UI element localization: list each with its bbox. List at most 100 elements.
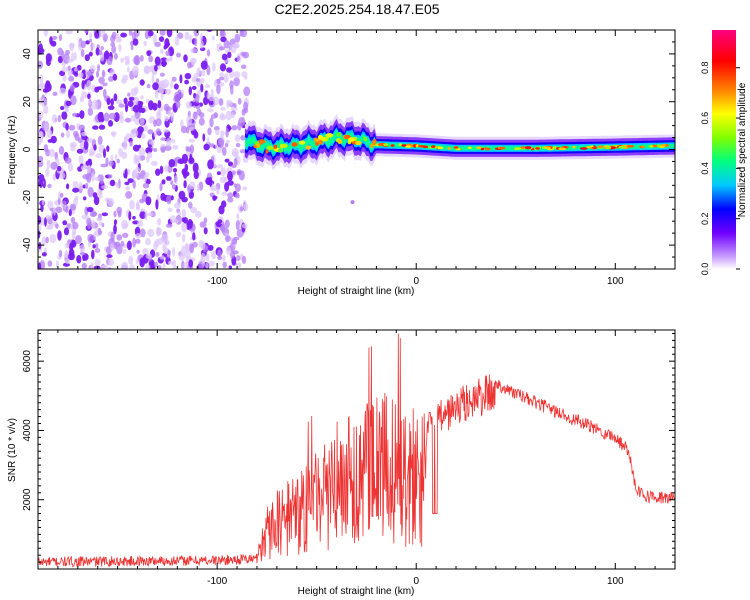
noise-blob bbox=[223, 73, 229, 83]
noise-blob bbox=[124, 117, 132, 123]
noise-blob bbox=[214, 125, 220, 131]
signal-hotspot bbox=[405, 145, 412, 148]
noise-blob bbox=[189, 144, 195, 154]
colorbar-tick-label: 0.6 bbox=[700, 112, 710, 125]
noise-blob bbox=[102, 88, 107, 98]
signal-hotspot bbox=[484, 147, 488, 150]
noise-blob bbox=[97, 111, 104, 123]
noise-blob bbox=[243, 86, 251, 97]
spectrogram-panel: -100 0 100 40 20 0 -20 -40 Height of straight l… bbox=[7, 29, 676, 297]
noise-blob bbox=[172, 246, 176, 257]
signal-hotspot bbox=[618, 145, 626, 149]
noise-blob bbox=[190, 47, 198, 54]
noise-blob bbox=[74, 71, 79, 77]
signal-hotspot bbox=[558, 147, 567, 151]
noise-blob bbox=[231, 238, 238, 245]
noise-blob bbox=[200, 40, 204, 49]
noise-blob bbox=[153, 33, 157, 45]
noise-blob bbox=[218, 98, 224, 106]
colorbar-tick-label: 0.2 bbox=[700, 212, 710, 225]
noise-blob bbox=[38, 174, 45, 182]
noise-blob bbox=[225, 235, 231, 242]
noise-blob bbox=[242, 51, 249, 59]
noise-blob bbox=[164, 145, 172, 152]
noise-blob bbox=[129, 140, 133, 147]
noise-blob bbox=[139, 257, 145, 268]
noise-blob bbox=[38, 262, 42, 269]
noise-blob bbox=[89, 64, 96, 73]
noise-blob bbox=[130, 88, 138, 97]
noise-blob bbox=[100, 163, 108, 168]
signal-hotspot bbox=[467, 146, 472, 150]
noise-blob bbox=[116, 183, 120, 189]
noise-blob bbox=[95, 47, 100, 56]
noise-blob bbox=[79, 251, 86, 256]
noise-blob bbox=[159, 182, 163, 192]
noise-blob bbox=[225, 127, 229, 138]
noise-blob bbox=[170, 80, 173, 89]
noise-blob bbox=[216, 146, 223, 154]
noise-blob bbox=[154, 56, 161, 66]
noise-blob bbox=[58, 249, 63, 258]
noise-blob bbox=[183, 180, 187, 189]
noise-blob bbox=[120, 57, 125, 63]
noise-blob bbox=[86, 137, 93, 143]
noise-blob bbox=[55, 260, 60, 268]
noise-blob bbox=[49, 148, 55, 158]
noise-blob bbox=[224, 158, 230, 163]
noise-blob bbox=[121, 151, 128, 160]
noise-blob bbox=[229, 44, 237, 54]
noise-blob bbox=[160, 48, 164, 54]
signal-hotspot bbox=[336, 132, 342, 137]
noise-blob bbox=[241, 223, 248, 229]
noise-blob bbox=[93, 144, 97, 151]
signal-hotspot bbox=[572, 145, 576, 149]
noise-blob bbox=[99, 221, 103, 226]
noise-blob bbox=[236, 229, 244, 238]
noise-blob bbox=[175, 231, 182, 238]
noise-blob bbox=[241, 255, 247, 265]
noise-blob bbox=[243, 203, 249, 211]
noise-blob bbox=[161, 60, 167, 67]
noise-blob bbox=[204, 84, 211, 89]
noise-blob bbox=[79, 110, 85, 119]
noise-blob bbox=[83, 140, 89, 150]
noise-blob bbox=[231, 148, 239, 158]
noise-blob bbox=[135, 166, 140, 173]
noise-blob bbox=[103, 112, 110, 122]
spectrogram-signal-band bbox=[245, 114, 675, 171]
noise-blob bbox=[220, 106, 226, 111]
signal-hotspot bbox=[453, 146, 459, 149]
signal-hotspot bbox=[266, 145, 274, 150]
noise-blob bbox=[38, 242, 42, 250]
noise-blob bbox=[242, 186, 248, 191]
noise-blob bbox=[52, 35, 58, 41]
spectrogram-xlabel: Height of straight line (km) bbox=[298, 286, 415, 297]
noise-blob bbox=[50, 161, 58, 170]
noise-blob bbox=[76, 254, 82, 264]
noise-blob bbox=[139, 154, 146, 161]
colorbar-tick-label: 0.0 bbox=[700, 263, 710, 276]
noise-blob bbox=[111, 45, 117, 54]
snr-xlabel: Height of straight line (km) bbox=[298, 586, 415, 597]
noise-blob bbox=[159, 72, 165, 77]
noise-blob bbox=[164, 165, 169, 173]
signal-hotspot bbox=[390, 144, 395, 147]
noise-blob bbox=[67, 58, 73, 63]
noise-blob bbox=[221, 191, 228, 196]
noise-blob bbox=[126, 66, 130, 73]
noise-blob bbox=[195, 78, 201, 82]
noise-blob bbox=[219, 76, 225, 81]
noise-blob bbox=[162, 262, 166, 269]
noise-blob bbox=[195, 93, 200, 104]
noise-blob bbox=[201, 69, 206, 77]
noise-blob bbox=[58, 34, 63, 42]
noise-blob bbox=[164, 38, 170, 49]
noise-blob bbox=[39, 74, 44, 85]
noise-blob bbox=[118, 43, 122, 52]
noise-blob bbox=[66, 183, 70, 190]
noise-blob bbox=[159, 255, 165, 260]
noise-blob bbox=[150, 160, 158, 166]
noise-blob bbox=[62, 200, 67, 205]
noise-blob bbox=[110, 154, 114, 163]
